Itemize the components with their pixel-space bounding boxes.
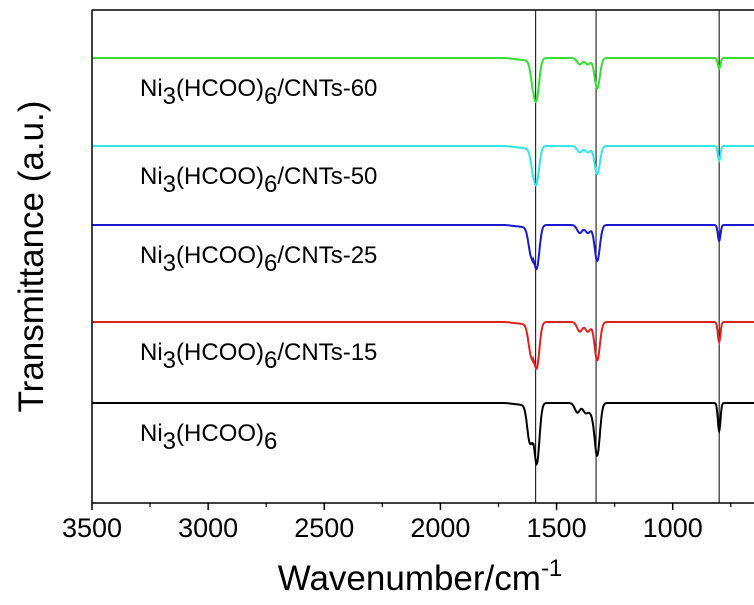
label-subscript: 6 — [264, 171, 277, 198]
label-text: (HCOO) — [176, 163, 264, 190]
x-tick-label: 3500 — [62, 513, 122, 543]
x-tick-label: 1500 — [527, 513, 587, 543]
series-label-3: Ni3(HCOO)6/CNTs-15 — [140, 339, 377, 374]
label-subscript: 3 — [163, 83, 176, 110]
y-axis-title: Transmittance (a.u.) — [12, 101, 51, 413]
x-tick-label: 3000 — [178, 513, 238, 543]
label-text: (HCOO) — [176, 420, 264, 447]
series-line-0 — [92, 57, 754, 104]
series-label-2: Ni3(HCOO)6/CNTs-25 — [140, 242, 377, 277]
series-line-2 — [92, 224, 754, 271]
series-line-3 — [92, 321, 754, 370]
x-tick-label: 1000 — [643, 513, 703, 543]
series-label-1: Ni3(HCOO)6/CNTs-50 — [140, 163, 377, 198]
label-subscript: 6 — [264, 250, 277, 277]
label-subscript: 6 — [264, 347, 277, 374]
label-subscript: 3 — [163, 428, 176, 455]
label-text: /CNTs-60 — [277, 75, 377, 102]
x-tick-label: 2500 — [294, 513, 354, 543]
x-tick-label: 2000 — [410, 513, 470, 543]
series-label-0: Ni3(HCOO)6/CNTs-60 — [140, 75, 377, 110]
series-line-1 — [92, 145, 754, 187]
label-subscript: 3 — [163, 347, 176, 374]
label-text: Ni — [140, 242, 163, 269]
reference-lines — [535, 10, 720, 503]
label-subscript: 6 — [264, 428, 277, 455]
label-text: Ni — [140, 339, 163, 366]
x-ticks: 3500 3000 2500 2000 1500 1000 — [62, 503, 732, 543]
label-subscript: 6 — [264, 83, 277, 110]
axes — [91, 9, 754, 504]
label-text: (HCOO) — [176, 75, 264, 102]
label-text: /CNTs-25 — [277, 242, 377, 269]
label-text: Ni — [140, 163, 163, 190]
label-text: Ni — [140, 75, 163, 102]
x-axis-title-main: Wavenumber/cm — [278, 559, 541, 598]
x-axis-title: Wavenumber/cm-1 — [278, 555, 563, 598]
label-text: /CNTs-15 — [277, 339, 377, 366]
label-text: (HCOO) — [176, 339, 264, 366]
label-subscript: 3 — [163, 171, 176, 198]
series-line-4 — [92, 402, 754, 466]
label-text: (HCOO) — [176, 242, 264, 269]
series-label-4: Ni3(HCOO)6 — [140, 420, 277, 455]
label-text: Ni — [140, 420, 163, 447]
series-labels: Ni3(HCOO)6/CNTs-60Ni3(HCOO)6/CNTs-50Ni3(… — [140, 75, 377, 455]
series-lines — [92, 57, 754, 466]
label-subscript: 3 — [163, 250, 176, 277]
label-text: /CNTs-50 — [277, 163, 377, 190]
x-axis-title-superscript: -1 — [541, 555, 562, 582]
